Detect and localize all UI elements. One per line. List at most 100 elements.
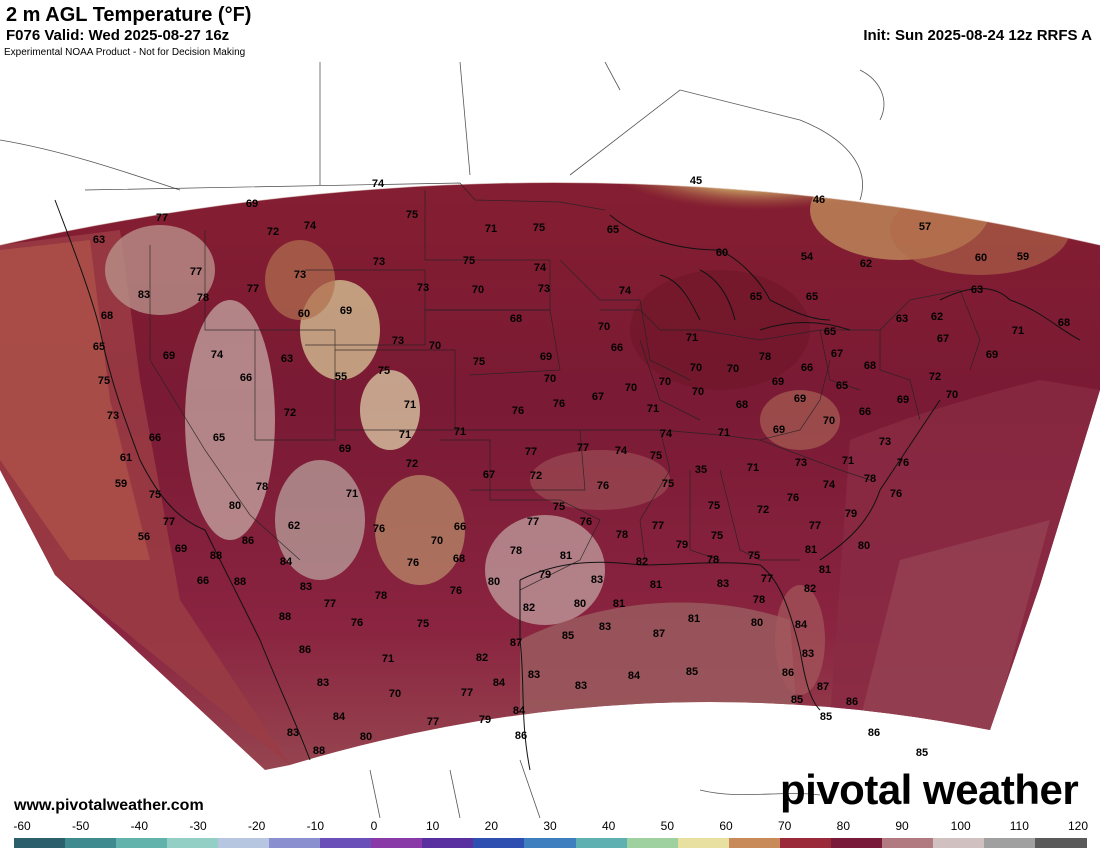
temperature-label: 71: [346, 488, 358, 500]
temperature-label: 45: [690, 175, 702, 187]
temperature-label: 62: [288, 520, 300, 532]
temperature-label: 74: [823, 479, 836, 491]
temperature-label: 65: [93, 341, 105, 353]
colorbar-segment: [983, 838, 1036, 848]
temperature-label: 61: [120, 452, 132, 464]
temperature-label: 84: [795, 619, 808, 631]
temperature-label: 75: [553, 501, 565, 513]
temperature-label: 79: [845, 508, 857, 520]
temperature-label: 75: [98, 375, 110, 387]
temperature-label: 68: [453, 553, 465, 565]
temperature-label: 86: [515, 730, 527, 742]
temperature-label: 81: [688, 613, 700, 625]
temperature-label: 70: [472, 284, 484, 296]
temperature-label: 78: [753, 594, 765, 606]
temperature-label: 76: [407, 557, 419, 569]
map-header: 2 m AGL Temperature (°F) F076 Valid: Wed…: [0, 0, 1100, 62]
temperature-label: 72: [284, 407, 296, 419]
temperature-label: 83: [300, 581, 312, 593]
temperature-label: 66: [454, 521, 466, 533]
colorbar-tick-label: -60: [13, 819, 31, 833]
temperature-label: 73: [294, 269, 306, 281]
temperature-label: 80: [858, 540, 870, 552]
colorbar-segment: [1034, 838, 1087, 848]
temperature-label: 70: [946, 389, 958, 401]
temperature-label: 72: [530, 470, 542, 482]
disclaimer-text: Experimental NOAA Product - Not for Deci…: [4, 47, 246, 58]
colorbar-segment: [626, 838, 679, 848]
temperature-label: 62: [931, 311, 943, 323]
temperature-label: 88: [234, 576, 246, 588]
temperature-label: 83: [317, 677, 329, 689]
temperature-label: 69: [175, 543, 187, 555]
temperature-label: 59: [115, 478, 127, 490]
temperature-label: 76: [580, 516, 592, 528]
colorbar-tick-label: 40: [601, 819, 616, 833]
temperature-label: 71: [399, 429, 411, 441]
temperature-label: 78: [510, 545, 522, 557]
temperature-label: 71: [1012, 325, 1024, 337]
temperature-label: 79: [676, 539, 688, 551]
temperature-label: 77: [190, 266, 202, 278]
colorbar-tick-label: -10: [306, 819, 324, 833]
temperature-label: 59: [1017, 251, 1029, 263]
temperature-label: 73: [795, 457, 807, 469]
temperature-label: 77: [527, 516, 539, 528]
temperature-label: 65: [213, 432, 225, 444]
temperature-label: 71: [686, 332, 698, 344]
temperature-label: 68: [101, 310, 113, 322]
temperature-label: 54: [801, 251, 814, 263]
colorbar-segment: [116, 838, 169, 848]
colorbar-segment: [167, 838, 220, 848]
brand-logo: pivotal weather: [780, 766, 1079, 813]
temperature-label: 78: [707, 554, 719, 566]
temperature-label: 75: [748, 550, 760, 562]
temperature-label: 83: [287, 727, 299, 739]
temperature-label: 77: [761, 573, 773, 585]
state-boundaries: [84, 182, 981, 591]
temperature-label: 77: [163, 516, 175, 528]
colorbar-segment: [473, 838, 526, 848]
colorbar-tick-label: -50: [71, 819, 90, 833]
temperature-label: 71: [718, 427, 730, 439]
temperature-label: 86: [782, 667, 794, 679]
temperature-label: 83: [528, 669, 540, 681]
temperature-label: 77: [427, 716, 439, 728]
temperature-label: 69: [773, 424, 785, 436]
temperature-label: 80: [574, 598, 586, 610]
temperature-label: 78: [864, 473, 876, 485]
temperature-label: 63: [896, 313, 908, 325]
temperature-label: 66: [611, 342, 623, 354]
temperature-label: 65: [750, 291, 762, 303]
temperature-label: 76: [450, 585, 462, 597]
temperature-label: 83: [802, 648, 814, 660]
temperature-label: 69: [897, 394, 909, 406]
colorbar-segment: [830, 838, 883, 848]
temperature-label: 83: [138, 289, 150, 301]
temperature-label: 84: [333, 711, 346, 723]
temperature-label: 67: [592, 391, 604, 403]
temperature-label: 74: [619, 285, 632, 297]
temperature-label: 87: [653, 628, 665, 640]
temperature-label: 84: [280, 556, 293, 568]
temperature-label: 78: [616, 529, 628, 541]
temperature-label: 71: [454, 426, 466, 438]
temperature-label: 70: [659, 376, 671, 388]
temperature-label: 56: [138, 531, 150, 543]
temperature-label: 63: [281, 353, 293, 365]
temperature-label: 76: [597, 480, 609, 492]
temperature-label: 85: [820, 711, 832, 723]
colorbar: [14, 838, 1087, 848]
temperature-label: 84: [493, 677, 506, 689]
temperature-label: 66: [149, 432, 161, 444]
temperature-label: 60: [716, 247, 728, 259]
colorbar-tick-label: 0: [370, 819, 378, 833]
temperature-label: 84: [628, 670, 641, 682]
colorbar-tick-label: 20: [484, 819, 499, 833]
temperature-label: 73: [392, 335, 404, 347]
temperature-label: 77: [324, 598, 336, 610]
temperature-label: 80: [751, 617, 763, 629]
temperature-label: 70: [823, 415, 835, 427]
temperature-label: 68: [1058, 317, 1070, 329]
temperature-label: 85: [791, 694, 803, 706]
